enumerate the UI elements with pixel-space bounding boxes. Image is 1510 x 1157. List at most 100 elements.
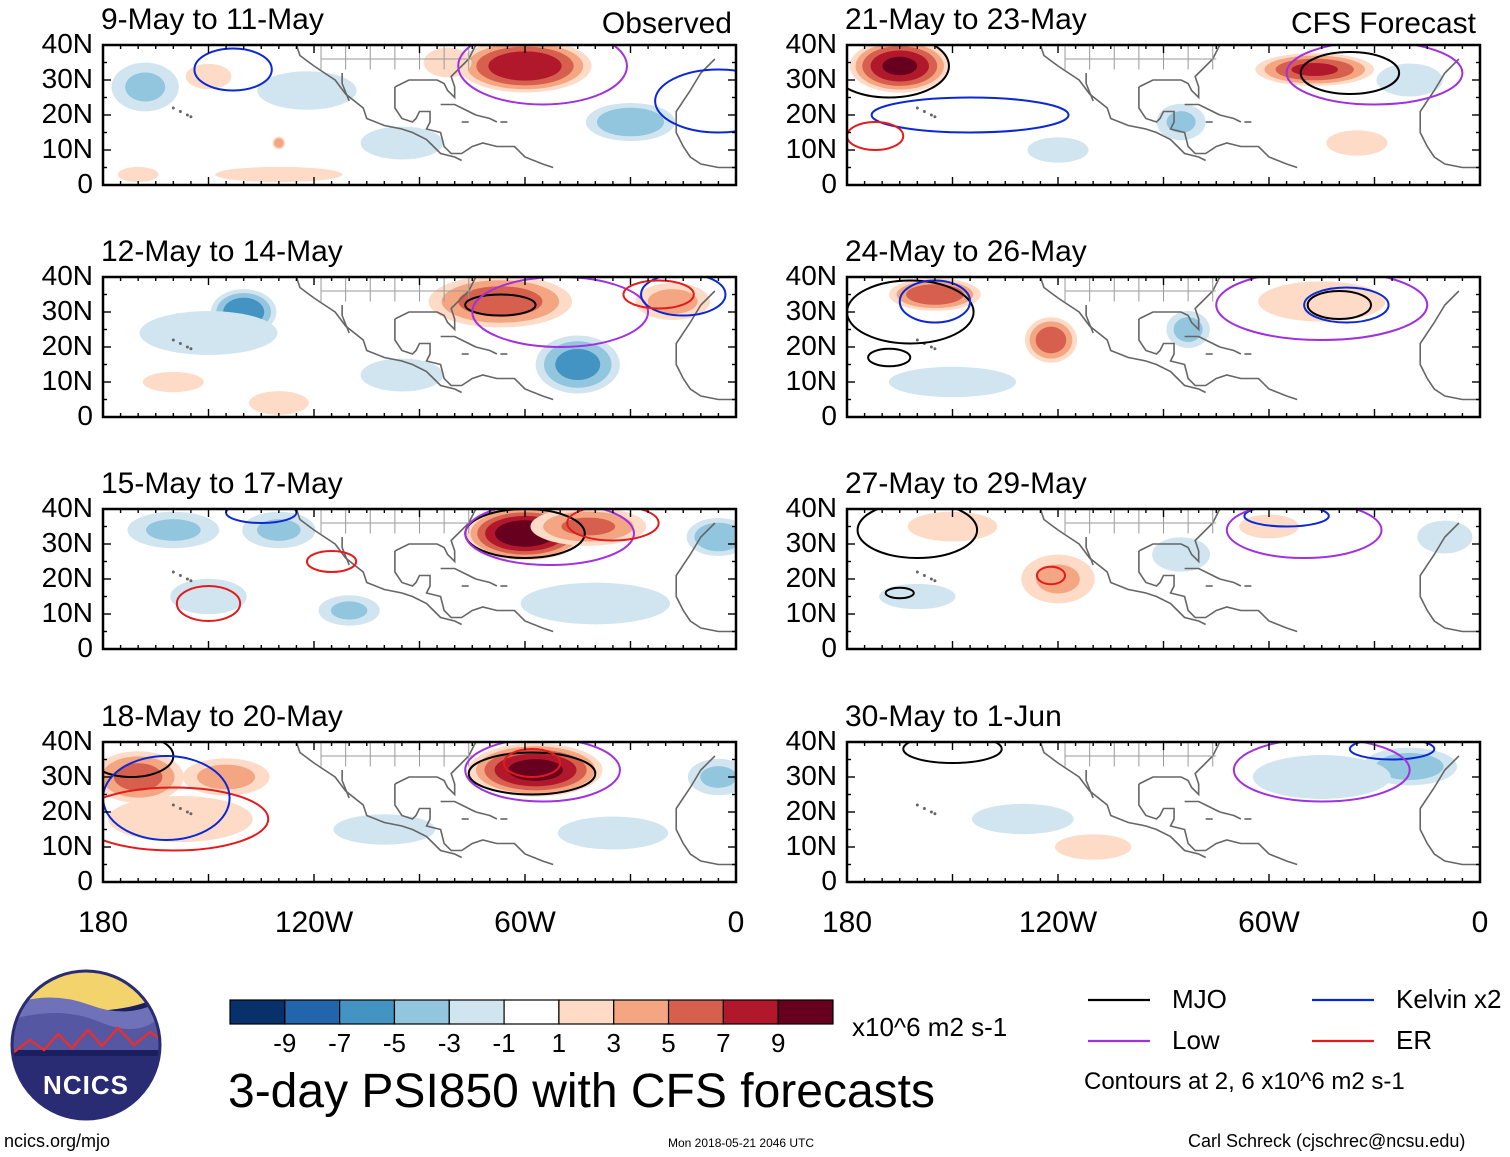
x-tick-label: 180 <box>821 906 873 939</box>
y-tick-label: 10N <box>41 830 93 861</box>
island <box>922 807 926 810</box>
y-tick-label: 10N <box>41 133 93 164</box>
island <box>933 812 937 816</box>
island <box>178 342 182 345</box>
anomaly-blob-8-level-1 <box>170 578 247 615</box>
kelvin-contour-3 <box>640 277 727 317</box>
anomaly-blob-3-level-1 <box>1258 281 1386 322</box>
y-tick-label: 0 <box>821 400 837 431</box>
coastline-5 <box>1219 346 1242 355</box>
anomaly-blob-9-level-1 <box>215 166 343 183</box>
anomaly-blob-4-level-1 <box>108 795 253 843</box>
panel-8 <box>845 740 1482 884</box>
y-tick-label: 30N <box>41 295 93 326</box>
colorbar-tick-label: -3 <box>437 1028 461 1058</box>
x-tick-label: 60W <box>1238 906 1300 939</box>
y-tick-label: 30N <box>785 527 837 558</box>
y-tick-label: 0 <box>77 400 93 431</box>
colorbar-swatch-4 <box>393 999 450 1025</box>
coastline-8 <box>675 58 736 169</box>
kelvin-contour-4 <box>1243 509 1330 528</box>
anomaly-blob-3-level-1 <box>185 63 232 90</box>
colorbar-swatch-2 <box>284 999 341 1025</box>
coastline-2 <box>1138 319 1298 401</box>
y-tick-label: 20N <box>785 562 837 593</box>
panel-title: 12-May to 14-May <box>101 235 343 268</box>
island <box>178 807 182 810</box>
low-contour-5 <box>1285 45 1464 106</box>
colorbar-tick-label: -5 <box>382 1028 407 1058</box>
coastline-2 <box>394 784 554 866</box>
island <box>171 803 175 807</box>
coastlines <box>915 277 1480 401</box>
anomaly-blob-5-level-3 <box>555 348 601 381</box>
low-contour-3 <box>1232 742 1411 803</box>
coastline-8 <box>1419 290 1480 401</box>
y-tick-label: 30N <box>41 527 93 558</box>
anomaly-blob-4-level-1 <box>1054 834 1132 860</box>
coastline-9 <box>341 73 350 102</box>
colorbar-tick-label: 5 <box>661 1028 676 1058</box>
low-contour-3 <box>457 45 628 106</box>
island <box>185 810 189 814</box>
island <box>189 347 193 351</box>
anomaly-blob-5-level-2 <box>700 766 736 788</box>
island <box>929 577 933 581</box>
panel-6 <box>845 275 1482 419</box>
coastline-2 <box>394 319 554 401</box>
coastlines <box>171 45 736 169</box>
coastline-1 <box>295 509 463 626</box>
island <box>915 803 919 807</box>
island <box>185 113 189 117</box>
colorbar-swatch-5 <box>448 999 505 1025</box>
er-contour-3 <box>1035 565 1067 586</box>
island <box>933 347 937 351</box>
coastline-1 <box>295 45 463 162</box>
kelvin-contour-6 <box>103 755 231 841</box>
coastline-4 <box>1184 567 1221 580</box>
contour-note: Contours at 2, 6 x10^6 m2 s-1 <box>1084 1068 1405 1095</box>
anomaly-blob-4-level-2 <box>125 72 166 102</box>
coastline-1 <box>1039 45 1207 162</box>
coastline-4 <box>1184 335 1221 348</box>
colorbar-tick-label: 7 <box>716 1028 731 1058</box>
anomaly-blob-1-level-3 <box>906 284 964 305</box>
coastline-9 <box>341 305 350 334</box>
y-tick-label: 10N <box>41 597 93 628</box>
er-contour-3 <box>175 585 242 622</box>
colorbar-swatch-9 <box>667 999 724 1025</box>
anomaly-blob-7-level-1 <box>360 126 444 160</box>
coastlines <box>915 742 1480 866</box>
panel-title: 21-May to 23-May <box>845 3 1087 36</box>
anomaly-blob-4-level-2 <box>1173 317 1203 342</box>
mjo-contour-2 <box>867 347 912 368</box>
y-tick-label: 30N <box>41 760 93 791</box>
anomaly-blob-4-level-1 <box>1376 63 1443 97</box>
y-tick-label: 0 <box>77 865 93 896</box>
panel-title: 18-May to 20-May <box>101 700 343 733</box>
mjo-contour-2 <box>884 586 915 600</box>
island <box>171 338 175 342</box>
coastline-5 <box>475 346 498 355</box>
footer-timestamp: Mon 2018-05-21 2046 UTC <box>668 1136 815 1150</box>
colorbar-swatch-10 <box>722 999 779 1025</box>
y-tick-label: 30N <box>785 63 837 94</box>
anomaly-blob-6-level-2 <box>330 601 368 620</box>
low-contour-2 <box>464 509 635 566</box>
coastline-8 <box>675 522 736 633</box>
anomaly-field <box>139 277 711 415</box>
coastline-4 <box>440 103 477 116</box>
colorbar-swatch-6 <box>503 999 560 1025</box>
island <box>185 577 189 581</box>
mjo-contour-2 <box>847 45 950 99</box>
coastline-5 <box>475 578 498 587</box>
y-tick-label: 10N <box>785 597 837 628</box>
colorbar-tick-label: 9 <box>770 1028 786 1058</box>
y-tick-label: 10N <box>785 365 837 396</box>
coastline-4 <box>440 567 477 580</box>
island <box>171 570 175 574</box>
colorbar <box>229 999 834 1025</box>
y-tick-label: 40N <box>785 725 837 756</box>
low-contour-5 <box>1225 509 1383 559</box>
panel-2 <box>101 275 738 419</box>
